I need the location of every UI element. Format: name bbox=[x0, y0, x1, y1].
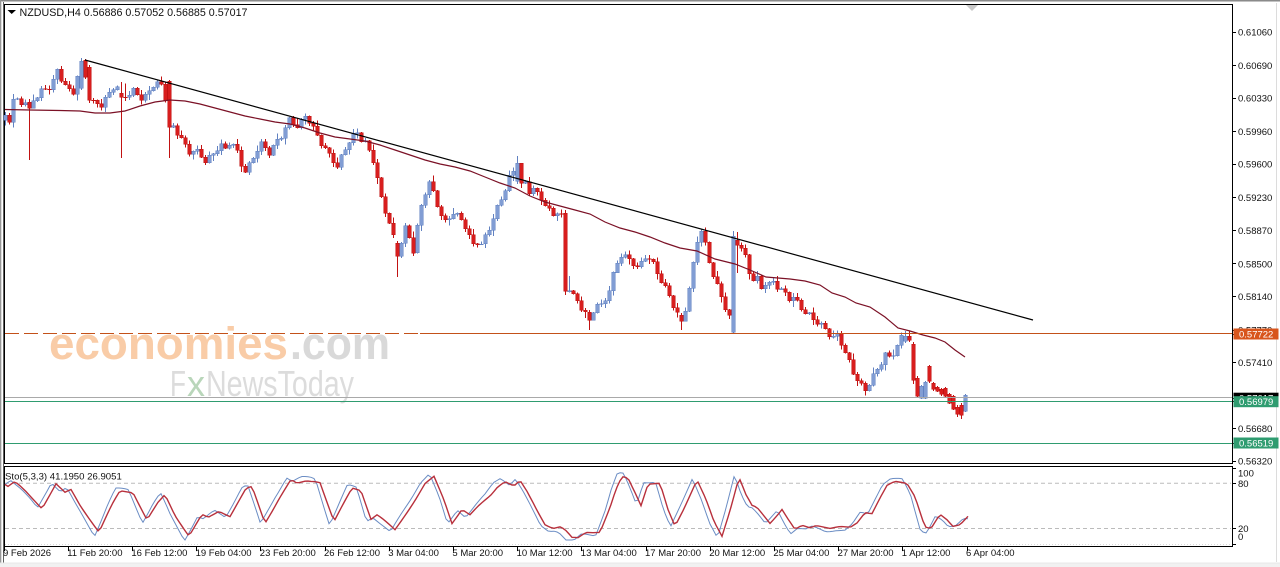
svg-text:1 Apr 12:00: 1 Apr 12:00 bbox=[902, 548, 951, 559]
svg-text:13 Mar 04:00: 13 Mar 04:00 bbox=[581, 548, 637, 559]
svg-text:x: x bbox=[187, 363, 205, 404]
svg-text:0.58140: 0.58140 bbox=[1238, 292, 1272, 303]
svg-text:0.59230: 0.59230 bbox=[1238, 193, 1272, 204]
svg-text:0.60330: 0.60330 bbox=[1238, 94, 1272, 105]
svg-text:0.56680: 0.56680 bbox=[1238, 424, 1272, 435]
svg-text:0.56979: 0.56979 bbox=[1239, 397, 1273, 408]
svg-text:F: F bbox=[170, 363, 186, 404]
svg-text:0.57410: 0.57410 bbox=[1238, 358, 1272, 369]
svg-text:19 Feb 04:00: 19 Feb 04:00 bbox=[196, 548, 252, 559]
svg-text:0.56320: 0.56320 bbox=[1238, 457, 1272, 468]
svg-text:20: 20 bbox=[1238, 524, 1249, 535]
svg-text:0.58870: 0.58870 bbox=[1238, 226, 1272, 237]
svg-text:11 Feb 20:00: 11 Feb 20:00 bbox=[67, 548, 122, 559]
svg-text:100: 100 bbox=[1238, 468, 1254, 479]
svg-text:0.56519: 0.56519 bbox=[1239, 438, 1273, 449]
svg-text:3 Mar 04:00: 3 Mar 04:00 bbox=[388, 548, 439, 559]
svg-text:9 Feb 2026: 9 Feb 2026 bbox=[3, 548, 51, 559]
svg-text:economies: economies bbox=[49, 318, 288, 369]
svg-text:20 Mar 12:00: 20 Mar 12:00 bbox=[709, 548, 765, 559]
svg-text:5 Mar 20:00: 5 Mar 20:00 bbox=[452, 548, 503, 559]
svg-text:0.58500: 0.58500 bbox=[1238, 259, 1272, 270]
svg-text:17 Mar 20:00: 17 Mar 20:00 bbox=[645, 548, 701, 559]
svg-text:25 Mar 04:00: 25 Mar 04:00 bbox=[773, 548, 829, 559]
svg-text:6 Apr 04:00: 6 Apr 04:00 bbox=[966, 548, 1015, 559]
svg-text:0.60690: 0.60690 bbox=[1238, 61, 1272, 72]
svg-text:0.57722: 0.57722 bbox=[1239, 329, 1273, 340]
svg-text:16 Feb 12:00: 16 Feb 12:00 bbox=[131, 548, 187, 559]
svg-text:10 Mar 12:00: 10 Mar 12:00 bbox=[517, 548, 573, 559]
svg-text:80: 80 bbox=[1238, 479, 1249, 490]
svg-text:.com: .com bbox=[290, 318, 390, 369]
svg-text:26 Feb 12:00: 26 Feb 12:00 bbox=[324, 548, 380, 559]
svg-text:23 Feb 20:00: 23 Feb 20:00 bbox=[260, 548, 316, 559]
svg-text:27 Mar 20:00: 27 Mar 20:00 bbox=[838, 548, 894, 559]
svg-text:0.59960: 0.59960 bbox=[1238, 127, 1272, 138]
svg-text:0.59600: 0.59600 bbox=[1238, 160, 1272, 171]
svg-text:NZDUSD,H4 0.56886 0.57052 0.5: NZDUSD,H4 0.56886 0.57052 0.56885 0.5701… bbox=[20, 7, 248, 19]
svg-text:0: 0 bbox=[1238, 532, 1243, 543]
svg-text:0.61060: 0.61060 bbox=[1238, 28, 1272, 39]
svg-text:Sto(5,3,3) 41.1950 26.9051: Sto(5,3,3) 41.1950 26.9051 bbox=[5, 472, 122, 483]
